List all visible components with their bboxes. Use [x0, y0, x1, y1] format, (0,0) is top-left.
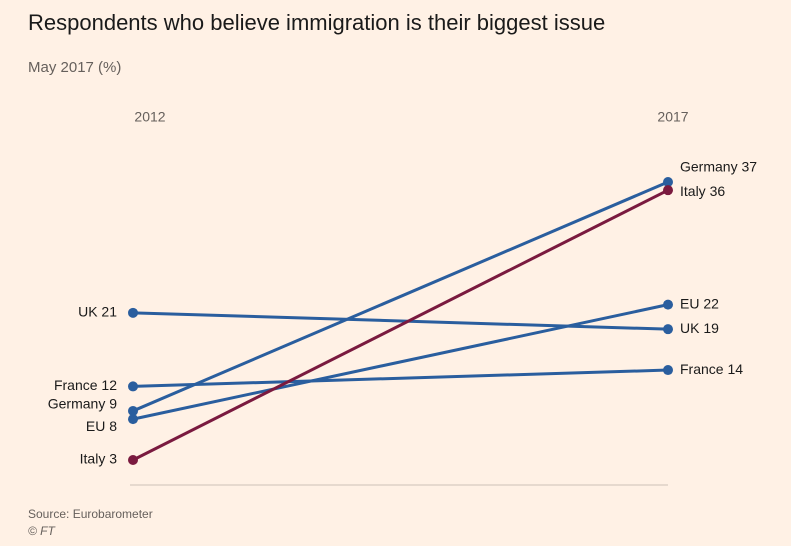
- chart-title: Respondents who believe immigration is t…: [28, 10, 605, 35]
- source: Source: Eurobarometer: [28, 507, 153, 521]
- point-label: France 12: [54, 377, 117, 393]
- point-label: Germany 37: [680, 159, 757, 175]
- point: [128, 307, 138, 318]
- point: [663, 324, 673, 335]
- point: [663, 177, 673, 187]
- point-label: France 14: [680, 361, 743, 377]
- point: [128, 414, 138, 425]
- point: [128, 381, 138, 392]
- point: [663, 185, 673, 196]
- point-label: Italy 36: [680, 183, 725, 199]
- point: [663, 365, 673, 376]
- credit: © FT: [28, 524, 57, 538]
- point-label: EU 8: [86, 418, 117, 434]
- point-label: UK 21: [78, 304, 117, 320]
- slope-line: [132, 303, 669, 421]
- point-label: Italy 3: [80, 451, 118, 467]
- point-label: Germany 9: [48, 396, 117, 412]
- point-label: EU 22: [680, 295, 719, 311]
- slope-line: [132, 180, 669, 413]
- slope-line: [132, 368, 669, 388]
- slope-line: [132, 311, 669, 331]
- chart-subtitle: May 2017 (%): [28, 59, 121, 76]
- point: [128, 405, 138, 416]
- point-label: UK 19: [680, 320, 719, 336]
- slope-line: [132, 188, 669, 462]
- column-label: 2017: [657, 109, 688, 125]
- point: [128, 455, 138, 465]
- point: [663, 299, 673, 310]
- column-label: 2012: [134, 109, 165, 125]
